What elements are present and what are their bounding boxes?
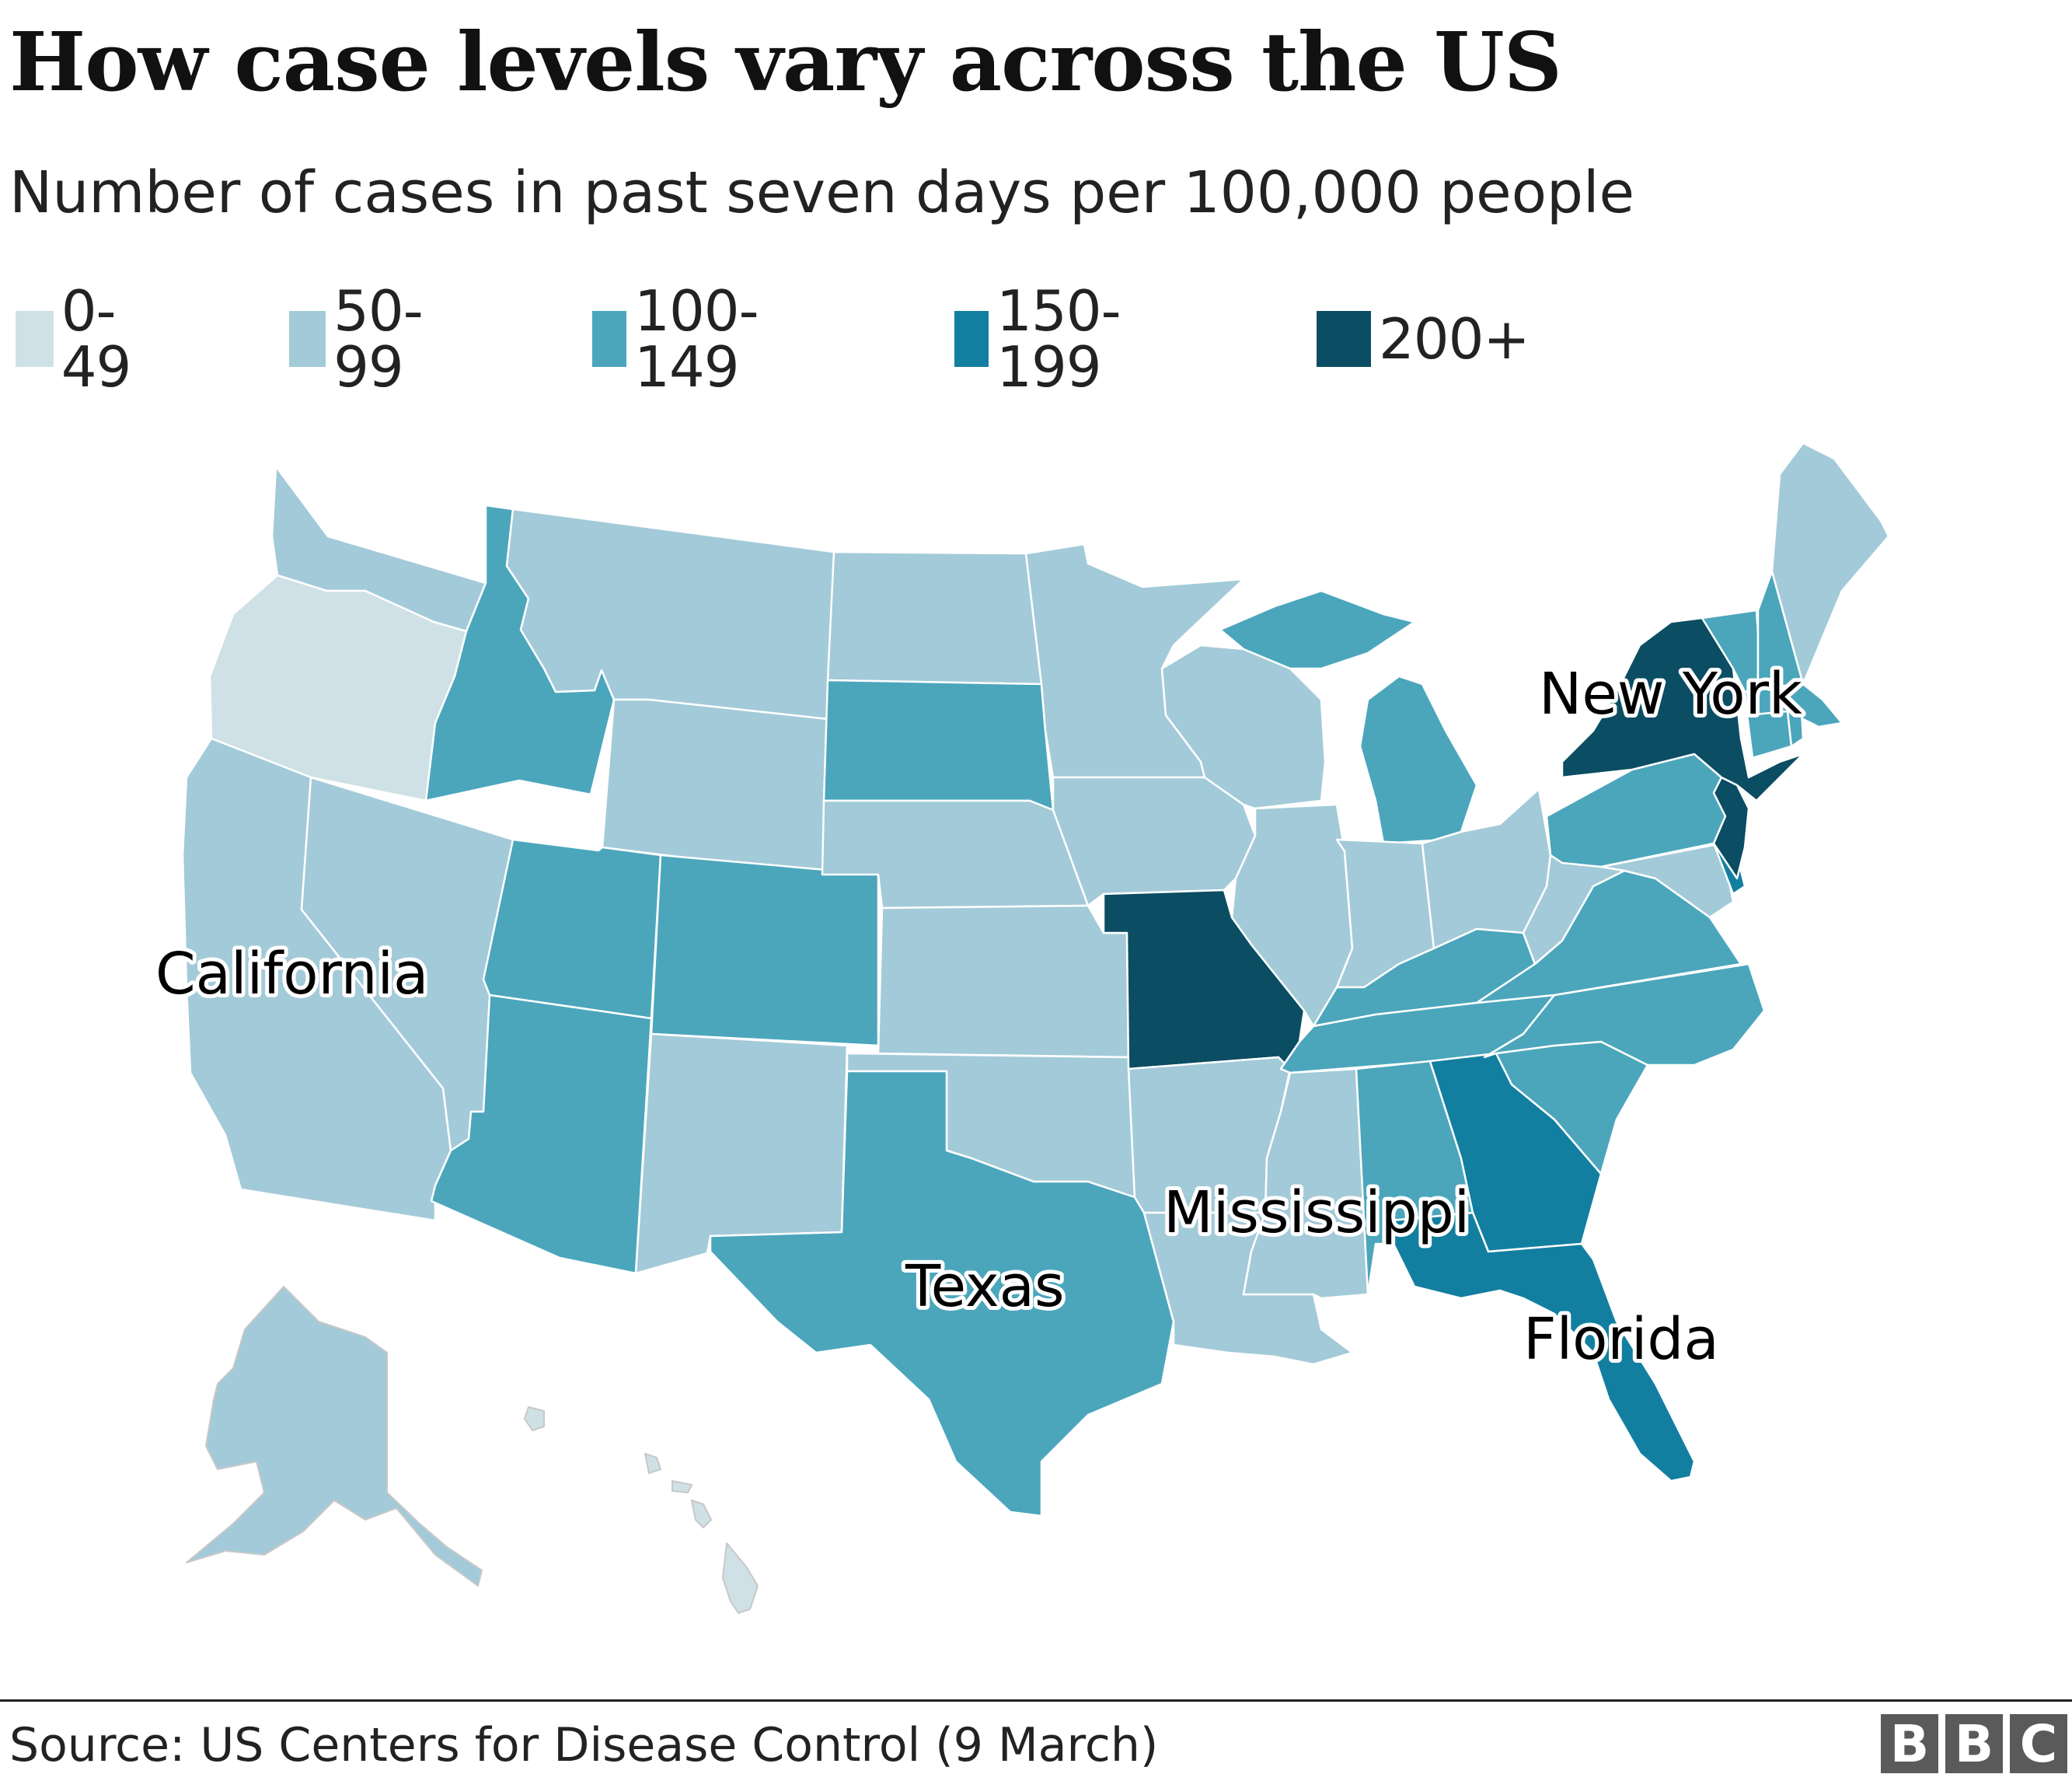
legend-label: 100-149 xyxy=(634,278,759,400)
state-kansas xyxy=(877,904,1130,1059)
footer-divider xyxy=(0,1699,2072,1702)
state-alaska xyxy=(186,1286,483,1587)
state-new-hampshire xyxy=(1756,570,1805,690)
state-florida xyxy=(1390,1211,1696,1482)
state-montana xyxy=(505,508,835,721)
bbc-logo-letter: C xyxy=(2010,1714,2067,1774)
state-wyoming xyxy=(601,698,829,876)
legend-item-50-99: 50-99 xyxy=(289,283,441,395)
state-hawaii-molokai xyxy=(671,1480,692,1493)
legend-item-0-49: 0-49 xyxy=(16,283,148,395)
state-hawaii-big-island xyxy=(722,1542,759,1614)
legend-label: 200+ xyxy=(1379,306,1530,372)
legend-swatch xyxy=(16,311,54,367)
state-michigan xyxy=(1359,675,1478,845)
state-hawaii-maui xyxy=(691,1500,712,1528)
label-new-york: New York xyxy=(1539,661,1802,728)
chart-title: How case levels vary across the US xyxy=(9,14,1562,110)
state-north-dakota xyxy=(826,550,1043,686)
state-maine xyxy=(1770,442,1890,686)
bbc-logo-letter: B xyxy=(1945,1714,2003,1774)
legend-label: 150-199 xyxy=(996,278,1121,400)
legend-item-150-199: 150-199 xyxy=(954,283,1140,395)
state-new-york xyxy=(1561,616,1805,802)
state-michigan-upper xyxy=(1219,589,1416,670)
legend-item-200-plus: 200+ xyxy=(1317,311,1530,367)
legend-swatch xyxy=(1317,311,1371,367)
state-iowa xyxy=(1052,776,1257,907)
legend-swatch xyxy=(289,311,326,367)
label-mississippi: Mississippi xyxy=(1163,1179,1470,1246)
state-hawaii-kauai xyxy=(524,1406,545,1431)
label-texas: Texas xyxy=(905,1253,1065,1320)
state-south-dakota xyxy=(822,679,1055,812)
legend-label: 0-49 xyxy=(61,278,132,400)
source-note: Source: US Centers for Disease Control (… xyxy=(9,1718,1159,1772)
chart-subtitle: Number of cases in past seven days per 1… xyxy=(9,159,1635,226)
state-utah xyxy=(482,838,662,1020)
bbc-logo: B B C xyxy=(1881,1714,2067,1774)
label-california: California xyxy=(155,941,428,1007)
state-texas xyxy=(709,1070,1175,1517)
bbc-logo-letter: B xyxy=(1881,1714,1938,1774)
legend-swatch xyxy=(592,311,627,367)
state-new-jersey xyxy=(1712,776,1750,880)
state-north-carolina xyxy=(1483,962,1766,1067)
state-colorado xyxy=(650,854,880,1047)
legend-swatch xyxy=(954,311,989,367)
label-florida: Florida xyxy=(1523,1306,1719,1373)
legend-label: 50-99 xyxy=(333,278,424,400)
state-hawaii-oahu xyxy=(644,1453,661,1474)
state-rhode-island xyxy=(1786,710,1805,748)
legend-item-100-149: 100-149 xyxy=(592,283,778,395)
